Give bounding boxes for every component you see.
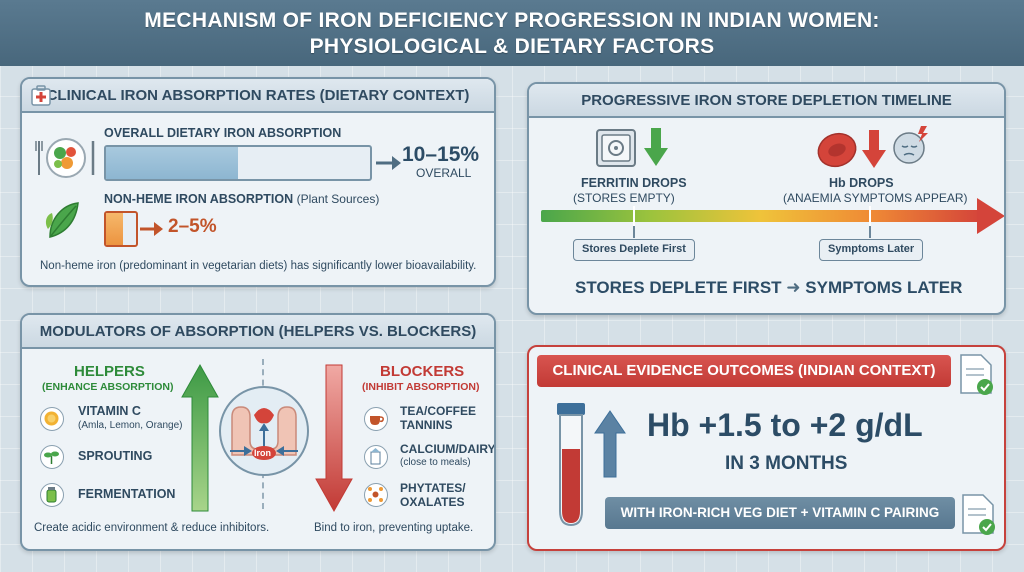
blood-test-tube-icon	[557, 403, 585, 527]
summary-left: STORES DEPLETE FIRST	[575, 278, 782, 297]
modulators-panel-title: MODULATORS OF ABSORPTION (HELPERS VS. BL…	[22, 315, 494, 349]
nonheme-absorption-value: 2–5%	[168, 216, 217, 237]
blockers-note: Bind to iron, preventing uptake.	[314, 522, 474, 534]
tea-cup-icon	[364, 407, 388, 431]
blocker-calcium-dairy: CALCIUM/DAIRY	[400, 442, 496, 456]
leaf-icon	[45, 202, 79, 238]
hb-title: Hb DROPS	[829, 176, 894, 190]
tired-face-icon	[893, 126, 928, 164]
iron-label: Iron	[254, 448, 271, 458]
absorption-title-text: CLINICAL IRON ABSORPTION RATES (DIETARY …	[46, 87, 470, 104]
intestine-villi-icon	[219, 386, 309, 476]
blockers-sub: (INHIBIT ABSORPTION)	[362, 381, 480, 393]
overall-absorption-bar	[104, 145, 372, 181]
timeline-summary: STORES DEPLETE FIRST ➜ SYMPTOMS LATER	[575, 278, 962, 298]
molecule-icon	[364, 483, 388, 507]
blocker-oxalates: OXALATES	[400, 495, 465, 509]
nonheme-absorption-bar-fill	[106, 213, 124, 245]
arrow-right-icon	[140, 222, 163, 236]
modulators-panel: MODULATORS OF ABSORPTION (HELPERS VS. BL…	[20, 313, 496, 551]
absorption-panel-title: CLINICAL IRON ABSORPTION RATES (DIETARY …	[22, 79, 494, 113]
inhibit-down-arrow-icon	[315, 364, 353, 513]
marker-connector-later	[869, 226, 871, 238]
helpers-sub: (ENHANCE ABSORPTION)	[42, 381, 174, 393]
marker-stores-deplete-first: Stores Deplete First	[573, 239, 695, 261]
document-check-icon	[962, 494, 995, 535]
safe-icon	[596, 129, 636, 167]
red-down-arrow-icon	[862, 130, 886, 168]
timeline-panel-title: PROGRESSIVE IRON STORE DEPLETION TIMELIN…	[529, 84, 1004, 118]
depletion-timeline-bar	[541, 210, 981, 222]
evidence-headline: Hb +1.5 to +2 g/dL	[647, 407, 923, 443]
enhance-up-arrow-icon	[181, 363, 219, 512]
first-aid-kit-icon	[31, 85, 51, 106]
arrow-right-icon: ➜	[786, 278, 801, 297]
absorption-panel: CLINICAL IRON ABSORPTION RATES (DIETARY …	[20, 77, 496, 287]
evidence-duration: IN 3 MONTHS	[725, 453, 848, 474]
increase-up-arrow-icon	[594, 410, 626, 478]
sprout-icon	[40, 445, 64, 469]
blocker-calcium-detail: (close to meals)	[400, 457, 471, 468]
blocker-phytates: PHYTATES/	[400, 481, 466, 495]
arrow-right-icon	[376, 156, 401, 170]
citrus-icon	[40, 407, 64, 431]
document-check-icon	[960, 354, 993, 395]
ferritin-title: FERRITIN DROPS	[581, 176, 687, 190]
nonheme-absorption-bar	[104, 211, 138, 247]
hb-sub: (ANAEMIA SYMPTOMS APPEAR)	[783, 191, 968, 205]
timeline-tick-first	[633, 206, 635, 226]
nonheme-source: (Plant Sources)	[296, 192, 380, 206]
helper-sprouting: SPROUTING	[78, 449, 153, 463]
modulators-title-text: MODULATORS OF ABSORPTION (HELPERS VS. BL…	[39, 323, 477, 340]
timeline-tick-later	[869, 206, 871, 226]
nonheme-absorption-label: NON-HEME IRON ABSORPTION	[104, 192, 294, 206]
overall-absorption-label: OVERALL DIETARY IRON ABSORPTION	[104, 126, 342, 140]
page-header: MECHANISM OF IRON DEFICIENCY PROGRESSION…	[0, 0, 1024, 66]
milk-icon	[364, 445, 388, 469]
helper-vitamin-c-detail: (Amla, Lemon, Orange)	[78, 420, 183, 431]
down-arrow-icon	[644, 128, 668, 166]
evidence-pairing-banner: WITH IRON-RICH VEG DIET + VITAMIN C PAIR…	[605, 497, 955, 529]
helper-vitamin-c: VITAMIN C	[78, 404, 141, 418]
ferritin-sub: (STORES EMPTY)	[573, 191, 675, 205]
marker-connector-first	[633, 226, 635, 238]
marker-symptoms-later: Symptoms Later	[819, 239, 924, 261]
red-blood-cell-icon	[817, 132, 857, 168]
depletion-timeline-panel: PROGRESSIVE IRON STORE DEPLETION TIMELIN…	[527, 82, 1006, 315]
overall-absorption-bar-fill	[106, 147, 238, 179]
page-title-line2: PHYSIOLOGICAL & DIETARY FACTORS	[309, 35, 715, 58]
summary-right: SYMPTOMS LATER	[805, 278, 963, 297]
clinical-evidence-panel: CLINICAL EVIDENCE OUTCOMES (INDIAN CONTE…	[527, 345, 1006, 551]
absorption-note: Non-heme iron (predominant in vegetarian…	[40, 260, 477, 272]
helper-fermentation: FERMENTATION	[78, 487, 176, 501]
overall-absorption-value: 10–15%	[402, 143, 480, 166]
helpers-note: Create acidic environment & reduce inhib…	[34, 522, 270, 534]
timeline-title-text: PROGRESSIVE IRON STORE DEPLETION TIMELIN…	[581, 92, 952, 109]
vegetable-plate-icon	[35, 138, 95, 178]
overall-absorption-sub: OVERALL	[416, 166, 472, 180]
nonheme-label-row: NON-HEME IRON ABSORPTION (Plant Sources)	[104, 192, 379, 206]
blocker-tea-coffee: TEA/COFFEE	[400, 404, 477, 418]
helpers-title: HELPERS	[74, 363, 145, 380]
timeline-arrowhead	[977, 198, 1004, 234]
page-title-line1: MECHANISM OF IRON DEFICIENCY PROGRESSION…	[144, 9, 880, 32]
jar-icon	[40, 483, 64, 507]
blockers-title: BLOCKERS	[380, 363, 465, 380]
blocker-tannins: TANNINS	[400, 418, 453, 432]
evidence-panel-title: CLINICAL EVIDENCE OUTCOMES (INDIAN CONTE…	[537, 355, 951, 387]
